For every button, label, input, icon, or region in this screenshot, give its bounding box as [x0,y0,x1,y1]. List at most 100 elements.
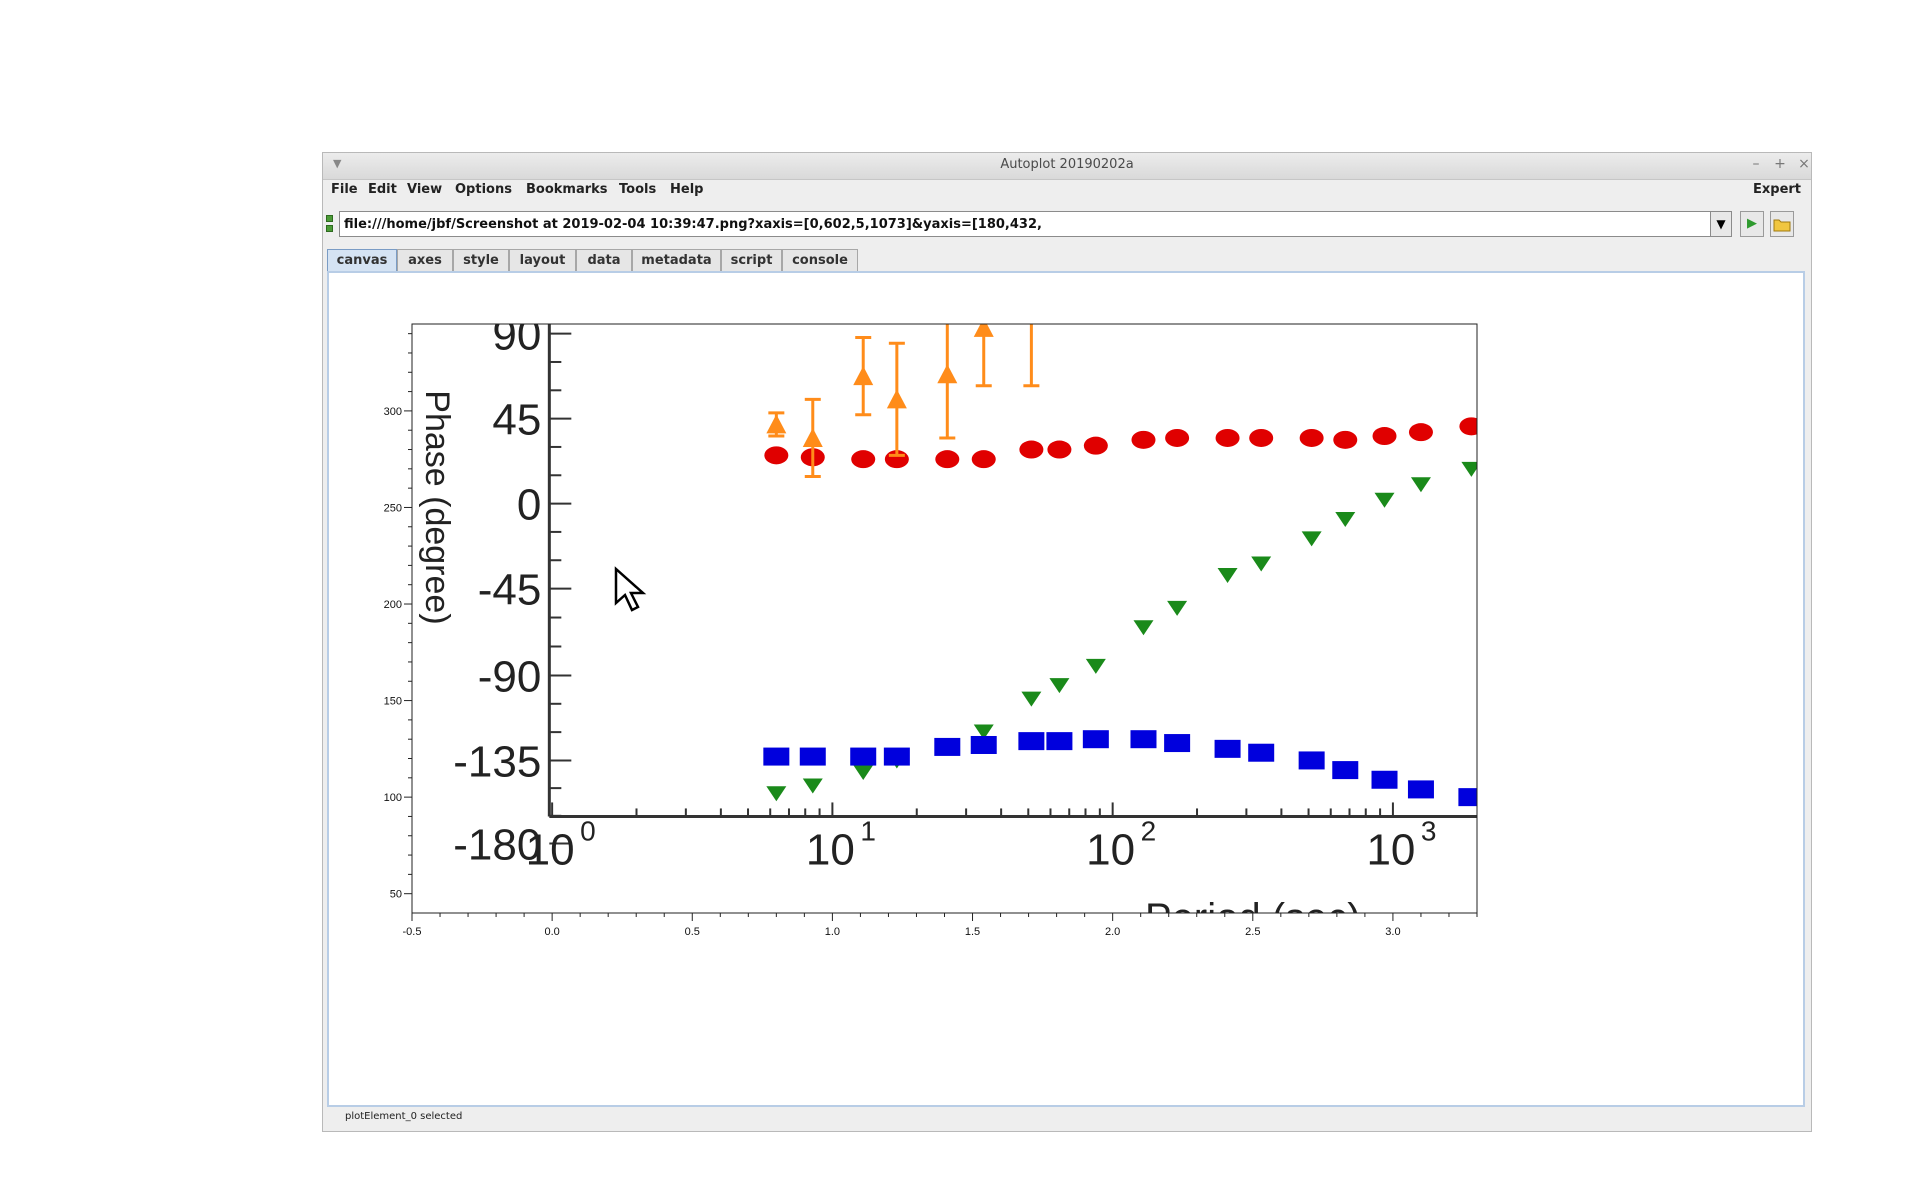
y-tick-label: 150 [384,696,402,708]
data-point-red [764,446,789,465]
dropdown-arrow-icon[interactable]: ▼ [1710,211,1732,237]
data-point-green [1217,568,1238,584]
data-point-blue [1214,739,1241,758]
data-point-blue [1130,730,1157,749]
image-x-tick-exponent: 2 [1141,815,1157,846]
data-point-red [1215,428,1240,447]
tab-metadata[interactable]: metadata [632,249,721,271]
tab-console[interactable]: console [782,249,858,271]
minimize-icon[interactable]: – [1752,156,1760,172]
x-tick-label: 2.0 [1105,926,1120,938]
menu-options[interactable]: Options [455,182,512,197]
tab-canvas[interactable]: canvas [327,249,397,271]
data-point-red [935,450,960,469]
data-point-orange [853,366,874,386]
data-point-green [1461,461,1477,477]
x-tick-label: 3.0 [1385,926,1400,938]
data-point-orange [886,389,907,409]
data-point-red [1131,430,1156,449]
data-point-blue [1371,770,1398,789]
url-bar: file:///home/jbf/Screenshot at 2019-02-0… [323,211,1811,241]
data-point-red [1249,428,1274,447]
data-point-red [1333,430,1358,449]
x-tick-label: 2.5 [1245,926,1260,938]
data-point-orange [1021,304,1041,323]
data-point-green [1133,620,1154,636]
tab-layout[interactable]: layout [509,249,576,271]
y-tick-label: 300 [384,406,402,418]
data-point-orange [766,414,787,434]
data-source-icon [326,215,334,233]
data-point-red [1083,436,1108,455]
data-point-blue [883,747,910,766]
menu-tools[interactable]: Tools [619,182,657,197]
data-point-red [1299,428,1324,447]
data-point-green [766,786,787,802]
data-point-blue [970,735,997,754]
data-point-orange [937,364,958,384]
close-icon[interactable]: × [1798,156,1810,172]
folder-icon[interactable] [1770,211,1794,237]
play-icon[interactable]: ▶ [1740,211,1764,237]
tab-axes[interactable]: axes [397,249,453,271]
data-point-red [1372,427,1397,446]
data-point-green [973,724,994,740]
image-y-tick-label: -180 [453,820,541,869]
data-point-red [1408,423,1433,442]
data-point-red [1047,440,1072,459]
data-point-blue [1248,743,1275,762]
data-point-blue [1332,761,1359,780]
menu-file[interactable]: File [331,182,358,197]
menu-expert[interactable]: Expert [1753,182,1802,197]
x-tick-label: 1.0 [825,926,840,938]
data-point-blue [1018,732,1045,751]
y-tick-label: 100 [384,792,402,804]
data-point-blue [763,747,790,766]
data-point-green [1374,492,1395,508]
tab-script[interactable]: script [721,249,782,271]
tab-data[interactable]: data [576,249,632,271]
image-x-tick-label: 10 [806,825,855,874]
x-tick-label: 0.0 [544,926,559,938]
image-x-tick-label: 10 [1086,825,1135,874]
menu-help[interactable]: Help [670,182,704,197]
image-y-tick-label: -45 [478,566,542,615]
menu-edit[interactable]: Edit [368,182,397,197]
menu-bar: File Edit View Options Bookmarks Tools H… [323,179,1811,201]
data-point-red [851,450,876,469]
data-point-blue [850,747,877,766]
x-tick-label: -0.5 [403,926,422,938]
image-x-tick-label: 10 [1366,825,1415,874]
data-point-green [802,778,823,794]
data-point-blue [799,747,826,766]
maximize-icon[interactable]: + [1774,156,1786,172]
menu-view[interactable]: View [407,182,443,197]
data-point-red [1165,428,1190,447]
data-point-green [1085,658,1106,674]
tab-style[interactable]: style [453,249,509,271]
data-point-green [1049,678,1070,694]
data-point-green [1167,600,1188,616]
url-input[interactable]: file:///home/jbf/Screenshot at 2019-02-0… [339,211,1719,237]
window-title: Autoplot 20190202a [1000,157,1134,172]
data-point-green [1410,477,1431,493]
image-y-tick-label: 0 [517,481,541,530]
data-point-blue [934,737,961,756]
y-tick-label: 50 [390,889,402,901]
status-bar: plotElement_0 selected [345,1111,463,1122]
data-point-orange [802,427,823,447]
data-point-blue [1046,732,1073,751]
data-point-blue [1164,734,1191,753]
data-point-orange [973,324,994,337]
menu-bookmarks[interactable]: Bookmarks [526,182,608,197]
title-bar: ▼ Autoplot 20190202a – + × [323,153,1811,180]
chevron-down-icon[interactable]: ▼ [333,157,342,170]
data-point-blue [1407,780,1434,799]
image-x-tick-exponent: 1 [860,815,876,846]
data-point-green [1301,531,1322,547]
canvas-panel[interactable]: 90 45 0 -45 -90 -135 -180 10 0 10 1 10 2 10 3 Phase (de… [327,271,1805,1107]
image-y-tick-label: -135 [453,737,541,786]
autoplot-window: ▼ Autoplot 20190202a – + × File Edit Vie… [322,152,1812,1132]
